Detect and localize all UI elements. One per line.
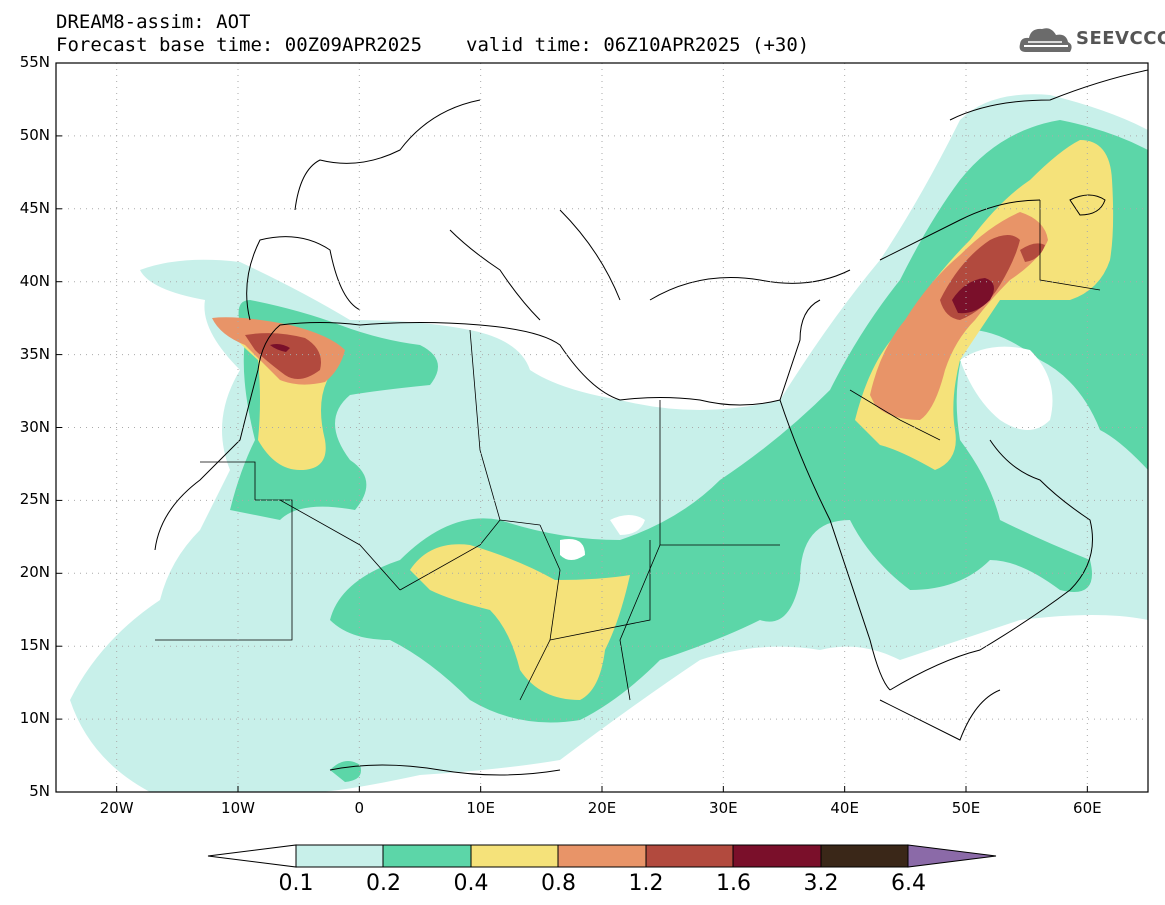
aot-band-1.6 [270, 278, 994, 352]
colorbar-low-triangle [207, 844, 297, 868]
aot-clear-areas [560, 346, 1053, 560]
colorbar-bin-4 [557, 844, 647, 868]
lat-label: 20N [19, 563, 50, 582]
colorbar-bin-6 [732, 844, 822, 868]
colorbar-label: 3.2 [803, 871, 839, 896]
lat-label: 45N [19, 198, 50, 217]
logo-text: SEEVCCC [1076, 28, 1165, 49]
colorbar-label: 1.2 [628, 871, 664, 896]
colorbar-bin-7 [820, 844, 909, 868]
lon-label: 50E [951, 799, 981, 817]
lat-label: 25N [19, 490, 50, 509]
lat-label: 40N [19, 271, 50, 290]
lat-label: 5N [29, 782, 50, 800]
lon-label: 40E [830, 799, 859, 817]
lon-label: 60E [1073, 799, 1102, 817]
colorbar-label: 0.4 [453, 871, 489, 896]
colorbar-bin-2 [382, 844, 472, 868]
colorbar-label: 1.6 [716, 871, 751, 896]
colorbar-label: 0.1 [278, 871, 314, 896]
cloud-logo-icon [1019, 28, 1072, 52]
coastlines [154, 69, 1148, 776]
lon-label: 30E [709, 799, 738, 817]
lon-label: 20W [99, 799, 134, 817]
lat-label: 55N [19, 53, 50, 71]
lat-label: 50N [19, 125, 50, 144]
colorbar-bin-1 [295, 844, 384, 868]
colorbar-label: 6.4 [891, 871, 926, 896]
colorbar-label: 0.2 [366, 871, 401, 896]
lat-label: 15N [19, 636, 50, 655]
lat-label: 35N [19, 344, 50, 363]
lon-label: 20E [587, 799, 617, 817]
lat-label: 10N [19, 709, 50, 728]
axis-ticks [56, 62, 1088, 793]
colorbar-bin-3 [470, 844, 559, 868]
colorbar-high-triangle [907, 844, 997, 868]
lat-label: 30N [19, 417, 50, 436]
colorbar-label: 0.8 [541, 871, 576, 896]
colorbar [207, 844, 997, 868]
base-time: Forecast base time: 00Z09APR2025 [56, 34, 423, 56]
country-borders [155, 200, 1101, 701]
lat-lon-grid [56, 63, 1148, 792]
valid-time: valid time: 06Z10APR2025 (+30) [466, 34, 810, 56]
forecast-times: Forecast base time: 00Z09APR2025 valid ti… [56, 35, 809, 55]
aot-contours [70, 94, 1148, 792]
map-title: DREAM8-assim: AOT [56, 11, 251, 33]
lon-label: 0 [354, 799, 365, 817]
lon-label: 10E [466, 799, 495, 817]
lon-label: 10W [221, 799, 255, 817]
seevccc-logo: SEEVCCC [1018, 22, 1165, 58]
colorbar-bin-5 [645, 844, 734, 868]
